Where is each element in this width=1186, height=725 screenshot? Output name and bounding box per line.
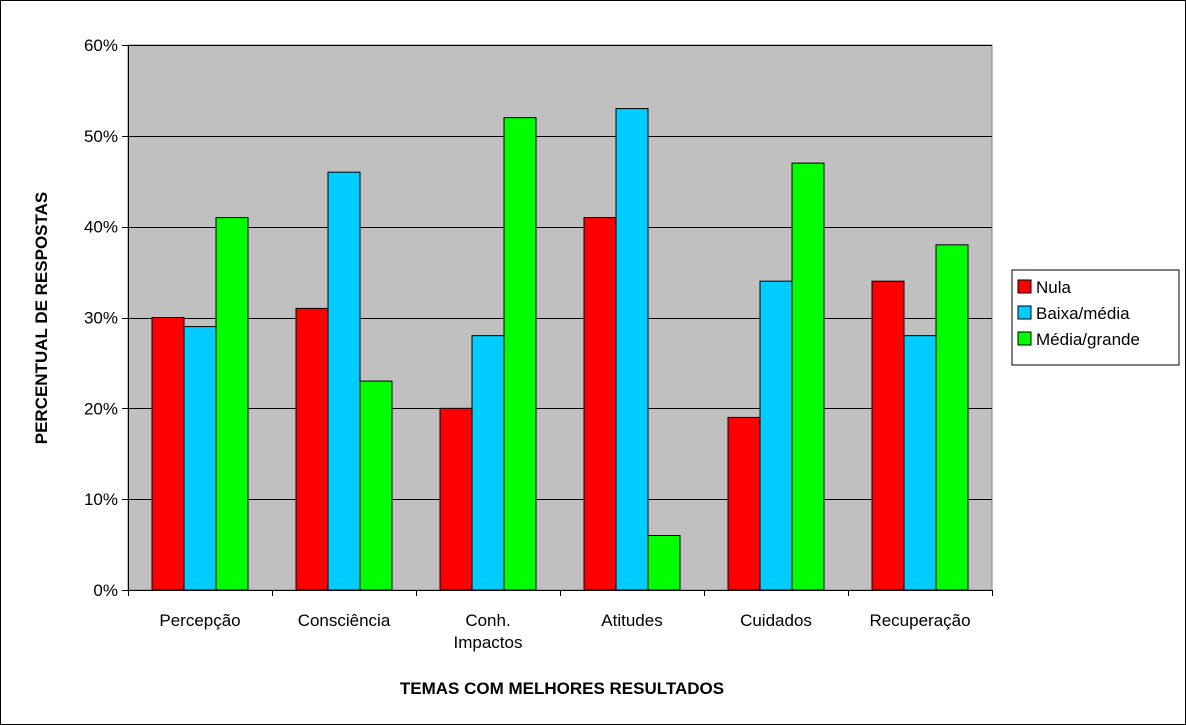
- bar-m-dia-grande-5: [935, 244, 969, 591]
- y-tick-label: 50%: [84, 127, 118, 146]
- y-tick-label: 10%: [84, 490, 118, 509]
- y-tick-label: 0%: [93, 581, 118, 600]
- legend-box: [1011, 269, 1180, 366]
- legend-swatch: [1017, 331, 1032, 346]
- bar-m-dia-grande-0: [215, 217, 249, 591]
- x-tick-label: Cuidados: [740, 611, 812, 630]
- legend-label: Baixa/média: [1036, 304, 1130, 323]
- bar-nula-2: [439, 407, 473, 591]
- x-tick-label: Percepção: [159, 611, 240, 630]
- legend-swatch: [1017, 305, 1032, 320]
- bar-m-dia-grande-4: [791, 162, 825, 591]
- y-axis-title: PERCENTUAL DE RESPOSTAS: [32, 192, 51, 445]
- y-tick-label: 40%: [84, 218, 118, 237]
- y-tick-label: 20%: [84, 399, 118, 418]
- bar-m-dia-grande-3: [647, 535, 681, 591]
- legend-label: Nula: [1036, 278, 1072, 297]
- bar-baixa-m-dia-1: [327, 171, 361, 591]
- axes: [122, 45, 993, 596]
- x-tick-label: Atitudes: [601, 611, 662, 630]
- x-tick-label: Consciência: [298, 611, 391, 630]
- bar-baixa-m-dia-4: [759, 280, 793, 591]
- x-tick-label: Recuperação: [869, 611, 970, 630]
- y-tick-labels: 0% 10% 20% 30% 40% 50% 60%: [84, 36, 118, 600]
- legend: Nula Baixa/média Média/grande: [1011, 269, 1180, 366]
- bar-nula-1: [295, 307, 329, 591]
- x-axis-title: TEMAS COM MELHORES RESULTADOS: [400, 679, 724, 698]
- bar-m-dia-grande-1: [359, 380, 393, 591]
- legend-label: Média/grande: [1036, 330, 1140, 349]
- bar-nula-5: [871, 280, 905, 591]
- bar-nula-4: [727, 416, 761, 591]
- gridlines: [128, 45, 992, 500]
- bar-baixa-m-dia-0: [183, 326, 217, 591]
- x-tick-label: Conh. Impactos: [454, 611, 523, 652]
- bar-baixa-m-dia-2: [471, 335, 505, 591]
- legend-swatch: [1017, 279, 1032, 294]
- bar-nula-3: [583, 217, 617, 591]
- y-tick-label: 30%: [84, 309, 118, 328]
- bar-baixa-m-dia-5: [903, 335, 937, 591]
- bar-baixa-m-dia-3: [615, 108, 649, 591]
- bar-nula-0: [151, 317, 185, 591]
- plot-area: [127, 44, 993, 591]
- bars: [151, 108, 969, 591]
- y-tick-label: 60%: [84, 36, 118, 55]
- x-tick-labels: Percepção Consciência Conh. Impactos Atitude…: [159, 611, 970, 652]
- bar-m-dia-grande-2: [503, 117, 537, 591]
